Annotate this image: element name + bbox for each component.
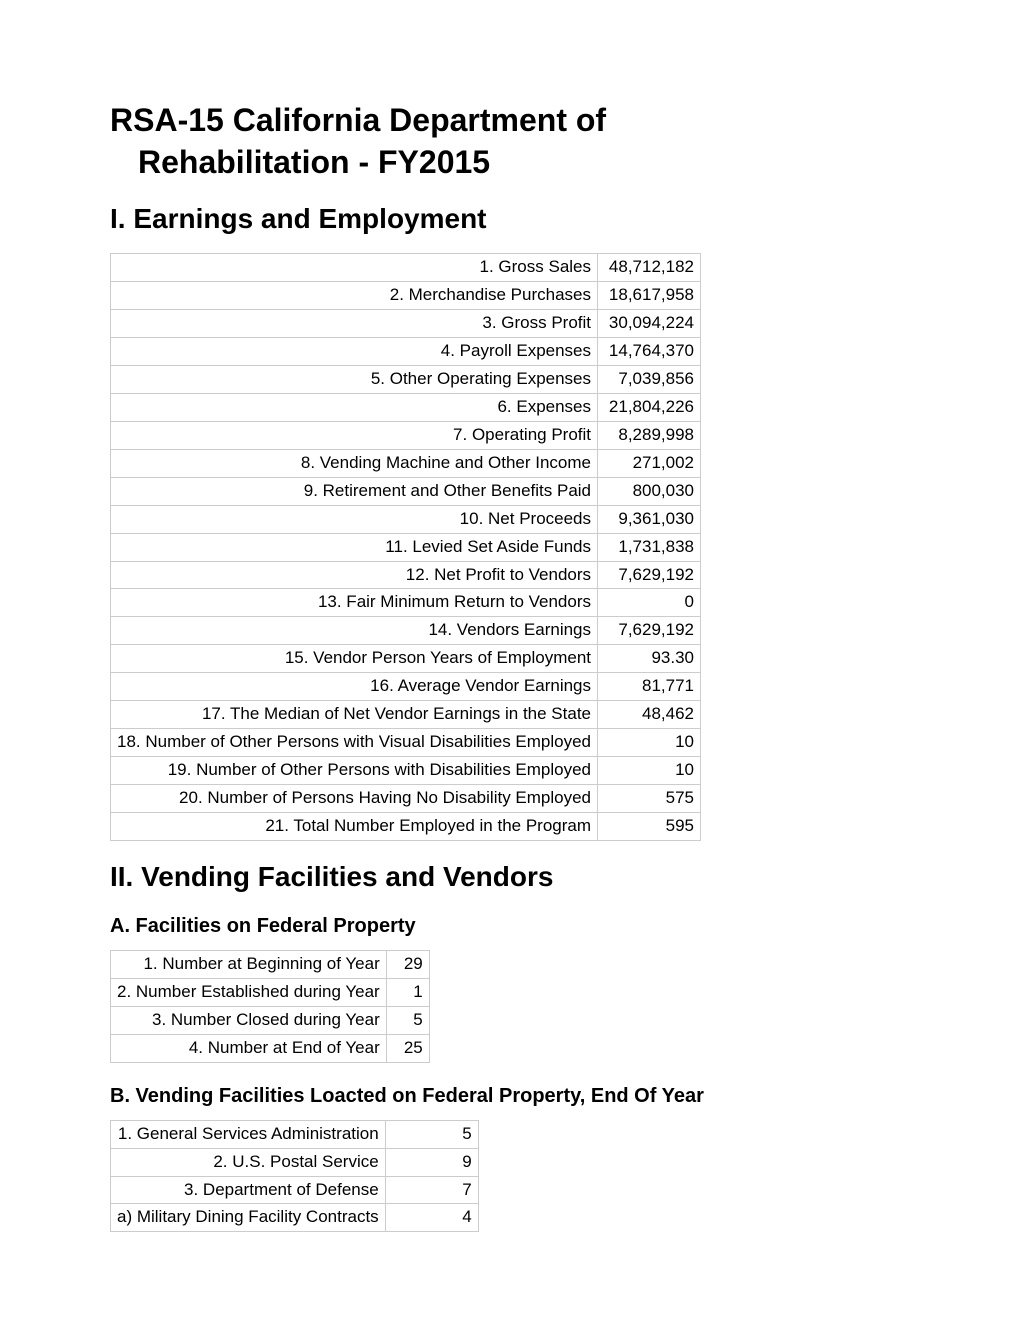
- row-label: a) Military Dining Facility Contracts: [111, 1204, 386, 1232]
- earnings-table: 1. Gross Sales48,712,1822. Merchandise P…: [110, 253, 701, 841]
- table-row: 11. Levied Set Aside Funds1,731,838: [111, 533, 701, 561]
- row-value: 7,629,192: [598, 617, 701, 645]
- table-row: 9. Retirement and Other Benefits Paid800…: [111, 477, 701, 505]
- table-row: a) Military Dining Facility Contracts4: [111, 1204, 479, 1232]
- title-line-1: RSA-15 California Department of: [110, 102, 606, 138]
- row-label: 21. Total Number Employed in the Program: [111, 812, 598, 840]
- section-2-heading: II. Vending Facilities and Vendors: [110, 861, 910, 893]
- table-row: 2. Merchandise Purchases18,617,958: [111, 282, 701, 310]
- table-row: 21. Total Number Employed in the Program…: [111, 812, 701, 840]
- row-value: 18,617,958: [598, 282, 701, 310]
- row-label: 3. Department of Defense: [111, 1176, 386, 1204]
- table-row: 17. The Median of Net Vendor Earnings in…: [111, 701, 701, 729]
- table-row: 6. Expenses21,804,226: [111, 393, 701, 421]
- row-value: 575: [598, 785, 701, 813]
- row-value: 21,804,226: [598, 393, 701, 421]
- table-row: 14. Vendors Earnings7,629,192: [111, 617, 701, 645]
- table-row: 20. Number of Persons Having No Disabili…: [111, 785, 701, 813]
- row-label: 13. Fair Minimum Return to Vendors: [111, 589, 598, 617]
- row-value: 4: [385, 1204, 478, 1232]
- row-value: 7: [385, 1176, 478, 1204]
- row-value: 8,289,998: [598, 421, 701, 449]
- row-value: 0: [598, 589, 701, 617]
- table-row: 2. Number Established during Year1: [111, 978, 430, 1006]
- row-value: 29: [386, 950, 429, 978]
- row-value: 48,462: [598, 701, 701, 729]
- table-row: 3. Number Closed during Year5: [111, 1006, 430, 1034]
- row-value: 5: [385, 1120, 478, 1148]
- title-line-2: Rehabilitation - FY2015: [110, 144, 490, 180]
- row-value: 271,002: [598, 449, 701, 477]
- row-value: 14,764,370: [598, 338, 701, 366]
- row-value: 81,771: [598, 673, 701, 701]
- table-row: 12. Net Profit to Vendors7,629,192: [111, 561, 701, 589]
- section-2b-heading: B. Vending Facilities Loacted on Federal…: [110, 1085, 910, 1108]
- row-label: 20. Number of Persons Having No Disabili…: [111, 785, 598, 813]
- row-value: 5: [386, 1006, 429, 1034]
- row-value: 9,361,030: [598, 505, 701, 533]
- facilities-federal-eoy-table: 1. General Services Administration52. U.…: [110, 1120, 479, 1233]
- table-row: 19. Number of Other Persons with Disabil…: [111, 757, 701, 785]
- row-label: 12. Net Profit to Vendors: [111, 561, 598, 589]
- table-row: 13. Fair Minimum Return to Vendors0: [111, 589, 701, 617]
- table-row: 4. Number at End of Year25: [111, 1034, 430, 1062]
- row-value: 9: [385, 1148, 478, 1176]
- table-row: 4. Payroll Expenses14,764,370: [111, 338, 701, 366]
- table-row: 15. Vendor Person Years of Employment93.…: [111, 645, 701, 673]
- section-2a-heading: A. Facilities on Federal Property: [110, 915, 910, 938]
- row-label: 4. Payroll Expenses: [111, 338, 598, 366]
- table-row: 2. U.S. Postal Service9: [111, 1148, 479, 1176]
- table-row: 3. Gross Profit30,094,224: [111, 310, 701, 338]
- row-label: 15. Vendor Person Years of Employment: [111, 645, 598, 673]
- row-label: 19. Number of Other Persons with Disabil…: [111, 757, 598, 785]
- row-label: 9. Retirement and Other Benefits Paid: [111, 477, 598, 505]
- row-label: 10. Net Proceeds: [111, 505, 598, 533]
- facilities-federal-table: 1. Number at Beginning of Year292. Numbe…: [110, 950, 430, 1063]
- row-label: 7. Operating Profit: [111, 421, 598, 449]
- table-row: 10. Net Proceeds9,361,030: [111, 505, 701, 533]
- row-value: 48,712,182: [598, 254, 701, 282]
- row-value: 800,030: [598, 477, 701, 505]
- table-row: 7. Operating Profit8,289,998: [111, 421, 701, 449]
- row-label: 5. Other Operating Expenses: [111, 365, 598, 393]
- table-row: 8. Vending Machine and Other Income271,0…: [111, 449, 701, 477]
- row-value: 10: [598, 757, 701, 785]
- row-value: 25: [386, 1034, 429, 1062]
- row-label: 1. Gross Sales: [111, 254, 598, 282]
- row-label: 17. The Median of Net Vendor Earnings in…: [111, 701, 598, 729]
- row-value: 7,629,192: [598, 561, 701, 589]
- table-row: 1. Number at Beginning of Year29: [111, 950, 430, 978]
- row-value: 7,039,856: [598, 365, 701, 393]
- row-label: 14. Vendors Earnings: [111, 617, 598, 645]
- row-label: 1. General Services Administration: [111, 1120, 386, 1148]
- page-title: RSA-15 California Department of Rehabili…: [110, 100, 910, 183]
- section-1-heading: I. Earnings and Employment: [110, 203, 910, 235]
- row-label: 11. Levied Set Aside Funds: [111, 533, 598, 561]
- table-row: 1. General Services Administration5: [111, 1120, 479, 1148]
- row-value: 595: [598, 812, 701, 840]
- row-value: 30,094,224: [598, 310, 701, 338]
- row-label: 1. Number at Beginning of Year: [111, 950, 387, 978]
- table-row: 18. Number of Other Persons with Visual …: [111, 729, 701, 757]
- row-label: 6. Expenses: [111, 393, 598, 421]
- row-label: 16. Average Vendor Earnings: [111, 673, 598, 701]
- table-row: 1. Gross Sales48,712,182: [111, 254, 701, 282]
- table-row: 5. Other Operating Expenses7,039,856: [111, 365, 701, 393]
- row-value: 93.30: [598, 645, 701, 673]
- table-row: 3. Department of Defense7: [111, 1176, 479, 1204]
- row-value: 10: [598, 729, 701, 757]
- row-value: 1: [386, 978, 429, 1006]
- row-label: 3. Gross Profit: [111, 310, 598, 338]
- row-label: 18. Number of Other Persons with Visual …: [111, 729, 598, 757]
- row-value: 1,731,838: [598, 533, 701, 561]
- row-label: 8. Vending Machine and Other Income: [111, 449, 598, 477]
- row-label: 2. Merchandise Purchases: [111, 282, 598, 310]
- table-row: 16. Average Vendor Earnings81,771: [111, 673, 701, 701]
- row-label: 4. Number at End of Year: [111, 1034, 387, 1062]
- row-label: 3. Number Closed during Year: [111, 1006, 387, 1034]
- row-label: 2. U.S. Postal Service: [111, 1148, 386, 1176]
- row-label: 2. Number Established during Year: [111, 978, 387, 1006]
